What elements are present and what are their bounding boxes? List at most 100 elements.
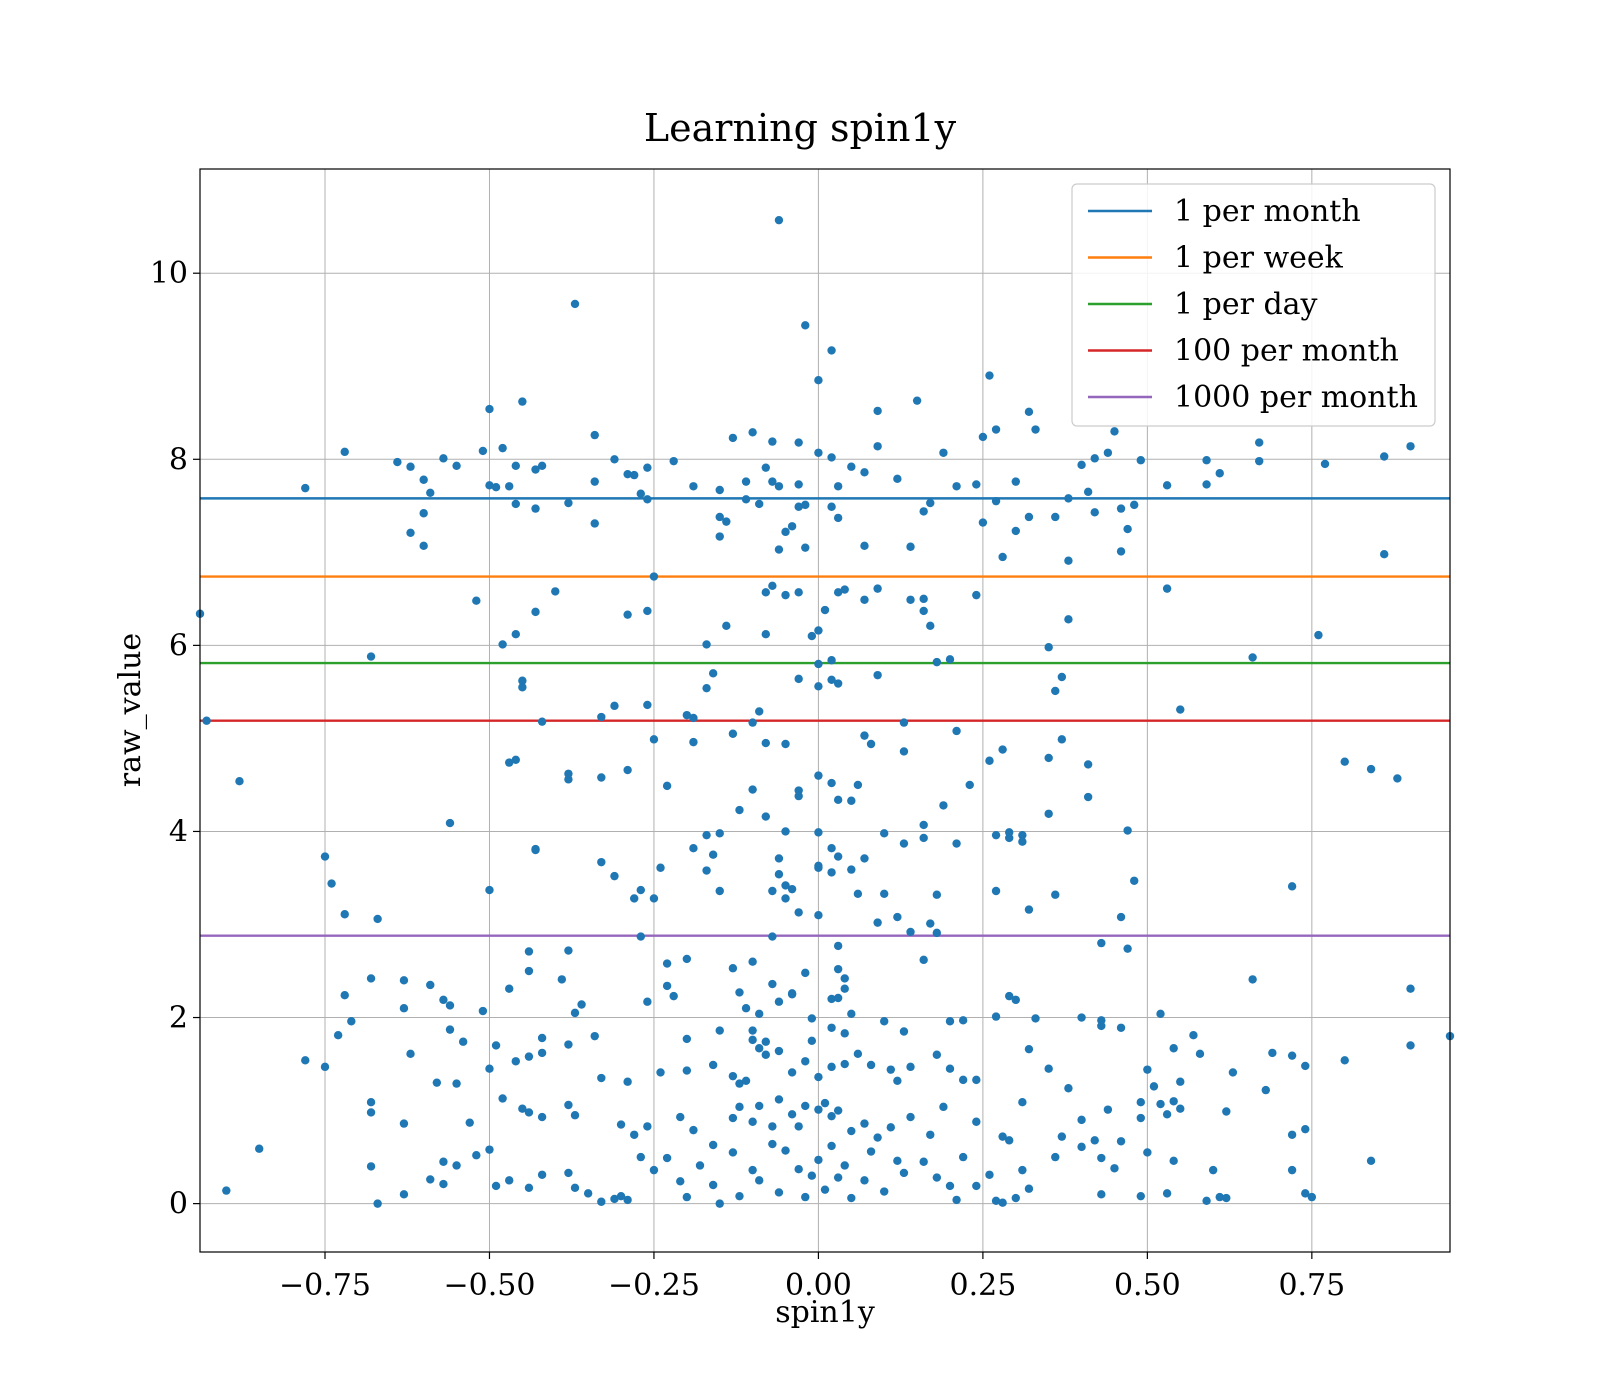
data-point [755,1101,764,1111]
data-points [195,215,1455,1208]
data-point [985,371,994,380]
x-axis-ticks: −0.75 −0.50 −0.25 0.00 0.25 0.50 0.75 [279,1252,1345,1303]
data-point [827,1062,836,1072]
data-point [1215,469,1224,478]
data-point [472,596,481,605]
data-point [1380,549,1389,559]
data-point [972,1117,981,1126]
data-point [255,1144,264,1153]
data-point [794,1164,803,1174]
data-point [827,1141,836,1151]
data-point [860,595,869,604]
data-point [498,640,507,649]
data-point [708,669,718,678]
y-tick-label: 4 [169,814,188,849]
data-point [787,990,797,999]
data-point [873,670,882,680]
data-point [761,588,770,597]
data-point [814,376,823,385]
data-point [860,541,869,551]
data-point [518,683,527,692]
data-point [1018,830,1027,840]
data-point [774,545,784,554]
y-tick-label: 10 [150,256,188,291]
data-point [623,1077,632,1086]
data-point [373,914,382,924]
data-point [735,805,744,815]
data-point [531,607,540,617]
data-point [748,1117,757,1126]
data-point [235,777,244,786]
data-point [708,850,718,859]
x-tick-label: 0.00 [785,1268,852,1303]
data-point [932,657,942,667]
data-point [1340,1056,1349,1065]
data-point [998,1198,1007,1207]
data-point [301,483,310,493]
data-point [1005,991,1014,1001]
data-point [952,1195,961,1205]
data-point [643,700,652,710]
data-point [774,1046,784,1056]
data-point [452,1079,461,1088]
data-point [886,1123,895,1132]
data-point [794,1122,803,1131]
data-point [643,606,652,616]
data-point [919,606,928,616]
data-point [768,886,777,896]
data-point [1011,995,1020,1005]
data-point [366,1162,376,1171]
data-point [564,1168,573,1178]
data-point [399,1004,409,1013]
data-point [1103,448,1113,457]
data-point [820,1185,830,1194]
data-point [347,1017,356,1026]
data-point [748,1035,757,1045]
data-point [860,468,869,477]
x-tick-label: −0.25 [608,1268,700,1303]
data-point [1064,556,1073,565]
data-point [439,995,448,1005]
data-point [847,1126,856,1136]
data-point [748,1026,757,1035]
data-point [1301,1189,1310,1198]
data-point [755,1176,764,1185]
x-tick-label: 0.25 [949,1268,1016,1303]
data-point [366,1098,376,1107]
data-point [761,1037,770,1046]
legend-label: 100 per month [1174,334,1399,369]
data-point [1116,504,1126,513]
data-point [741,477,751,486]
legend-label: 1 per week [1174,241,1344,276]
data-point [511,755,520,765]
data-point [1287,1130,1297,1139]
data-point [1202,480,1211,489]
chart-title: Learning spin1y [644,106,957,150]
data-point [820,1098,830,1108]
data-point [945,655,955,664]
data-point [1406,1041,1415,1050]
data-point [801,1192,810,1202]
data-point [366,974,376,983]
data-point [1406,984,1415,993]
data-point [1044,809,1053,818]
data-point [439,1157,448,1166]
data-point [939,801,948,810]
data-point [511,630,520,639]
data-point [827,453,836,462]
data-point [511,499,520,509]
data-point [1044,1064,1053,1073]
data-point [537,1170,547,1179]
data-point [702,866,711,875]
data-point [840,1161,849,1170]
data-point [899,839,909,848]
y-tick-label: 0 [169,1187,188,1222]
data-point [972,590,981,600]
data-point [1287,882,1297,891]
data-point [537,1033,547,1043]
data-point [958,1075,968,1085]
data-point [399,976,409,985]
data-point [616,1191,626,1201]
data-point [833,513,843,523]
data-point [1031,1014,1040,1023]
